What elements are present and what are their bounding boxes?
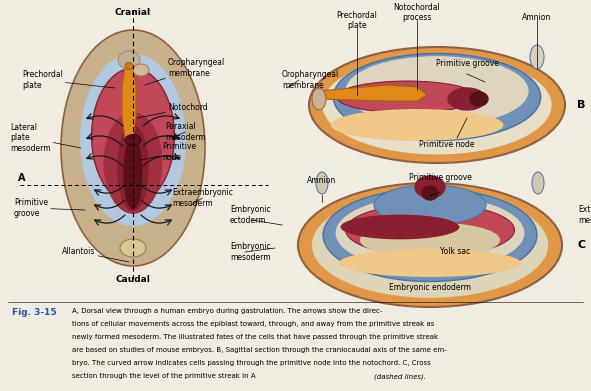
Text: bryo. The curved arrow indicates cells passing through the primitive node into t: bryo. The curved arrow indicates cells p…	[72, 360, 431, 366]
Ellipse shape	[323, 188, 537, 282]
Ellipse shape	[532, 172, 544, 194]
Text: (dashed lines).: (dashed lines).	[374, 373, 426, 380]
Ellipse shape	[374, 185, 486, 225]
Text: Fig. 3-15: Fig. 3-15	[12, 308, 57, 317]
Ellipse shape	[118, 126, 148, 210]
Ellipse shape	[104, 113, 162, 213]
Text: Primitive groove: Primitive groove	[436, 59, 498, 68]
Ellipse shape	[448, 88, 486, 110]
Text: Prechordal
plate: Prechordal plate	[336, 11, 378, 30]
Ellipse shape	[346, 57, 528, 125]
Text: Embryonic
mesoderm: Embryonic mesoderm	[230, 242, 271, 262]
Text: B: B	[577, 100, 585, 110]
Text: Amnion: Amnion	[522, 13, 551, 22]
Text: newly formed mesoderm. The illustrated fates of the cells that have passed throu: newly formed mesoderm. The illustrated f…	[72, 334, 438, 340]
Ellipse shape	[312, 88, 326, 110]
Text: Oropharyngeal
membrane: Oropharyngeal membrane	[145, 58, 225, 85]
Ellipse shape	[92, 68, 174, 204]
Ellipse shape	[470, 92, 488, 106]
Text: A: A	[18, 173, 25, 183]
Text: Embryonic endoderm: Embryonic endoderm	[389, 283, 471, 292]
Text: section through the level of the primitive streak in A: section through the level of the primiti…	[72, 373, 258, 379]
Text: Notochord: Notochord	[137, 104, 208, 118]
Ellipse shape	[125, 135, 141, 145]
Ellipse shape	[81, 54, 185, 226]
Text: are based on studies of mouse embryos. B, Sagittal section through the craniocau: are based on studies of mouse embryos. B…	[72, 347, 447, 353]
Text: Notochordal
process: Notochordal process	[394, 3, 440, 22]
Polygon shape	[319, 85, 427, 101]
Text: A, Dorsal view through a human embryo during gastrulation. The arrows show the d: A, Dorsal view through a human embryo du…	[72, 308, 382, 314]
Text: Yolk sac: Yolk sac	[440, 248, 470, 256]
Ellipse shape	[330, 109, 504, 141]
Ellipse shape	[422, 186, 438, 200]
Ellipse shape	[530, 45, 544, 69]
Text: Primitive groove: Primitive groove	[408, 173, 472, 182]
Ellipse shape	[120, 239, 146, 257]
Ellipse shape	[337, 81, 478, 113]
Text: Caudal: Caudal	[116, 275, 151, 284]
Text: Allantois: Allantois	[62, 248, 129, 262]
Text: Oropharyngeal
membrane: Oropharyngeal membrane	[282, 70, 339, 90]
Ellipse shape	[415, 176, 445, 198]
Ellipse shape	[323, 56, 551, 154]
Text: C: C	[577, 240, 585, 250]
Text: Primitive
node: Primitive node	[141, 142, 196, 162]
Text: tions of cellular movements across the epiblast toward, through, and away from t: tions of cellular movements across the e…	[72, 321, 434, 327]
Text: Amnion: Amnion	[307, 176, 337, 185]
Ellipse shape	[361, 223, 499, 257]
Ellipse shape	[313, 193, 547, 297]
Ellipse shape	[61, 30, 205, 266]
Ellipse shape	[124, 138, 142, 208]
Ellipse shape	[298, 183, 562, 307]
Text: Prechordal
plate: Prechordal plate	[22, 70, 115, 90]
Ellipse shape	[309, 47, 565, 163]
Ellipse shape	[339, 249, 521, 277]
Ellipse shape	[133, 64, 149, 76]
Text: Extraembryonic
mesoderm: Extraembryonic mesoderm	[578, 205, 591, 225]
Text: Extraembryonic
mesoderm: Extraembryonic mesoderm	[172, 188, 233, 208]
Text: Primitive node: Primitive node	[419, 140, 475, 149]
Ellipse shape	[346, 204, 515, 256]
Text: Primitive
groove: Primitive groove	[14, 198, 85, 218]
Text: Lateral
plate
mesoderm: Lateral plate mesoderm	[10, 123, 81, 153]
Ellipse shape	[336, 196, 524, 269]
Ellipse shape	[125, 63, 133, 70]
Polygon shape	[122, 66, 136, 138]
Ellipse shape	[316, 172, 328, 194]
Ellipse shape	[340, 215, 459, 239]
Text: Embryonic
ectoderm: Embryonic ectoderm	[230, 205, 271, 225]
Text: Paraxial
mesoderm: Paraxial mesoderm	[165, 122, 206, 142]
Text: Cranial: Cranial	[115, 8, 151, 17]
Ellipse shape	[118, 51, 140, 69]
Ellipse shape	[333, 54, 541, 140]
